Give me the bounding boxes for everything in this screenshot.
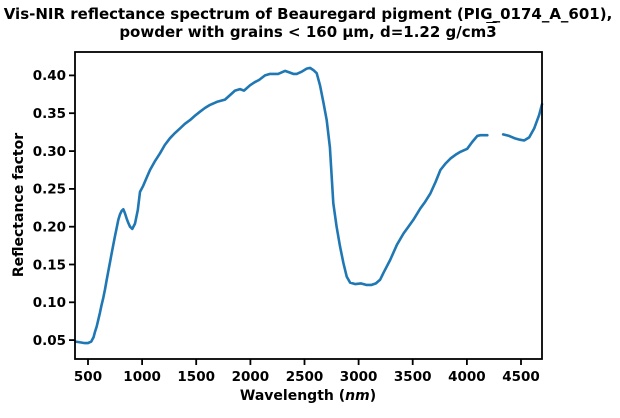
reflectance-curve [74,66,489,345]
x-tick-label: 2000 [232,369,270,385]
x-tick-label: 1500 [177,369,215,385]
y-tick-label: 0.20 [33,220,66,236]
y-tick-label: 0.05 [33,333,66,349]
y-tick-label: 0.40 [33,68,66,84]
x-tick-label: 3500 [394,369,432,385]
y-tick-label: 0.25 [33,182,66,198]
overlined-exponent: 3 [486,23,497,41]
x-tick-label: 500 [74,369,102,385]
x-axis-label: Wavelength (nm) [239,388,377,404]
x-tick-label: 1000 [123,369,161,385]
x-tick-label: 2500 [286,369,324,385]
x-tick-label: 4000 [448,369,486,385]
chart-title: Vis-NIR reflectance spectrum of Beaurega… [4,5,613,41]
x-tick-label: 4500 [502,369,540,385]
reflectance-curve [501,102,544,142]
chart-title-line2: powder with grains < 160 μm, d=1.22 g/cm… [119,23,497,41]
y-tick-label: 0.35 [33,106,66,122]
chart-title-line1: Vis-NIR reflectance spectrum of Beaurega… [3,5,613,23]
y-tick-label: 0.30 [33,144,66,160]
x-tick-label: 3000 [340,369,378,385]
y-tick-label: 0.15 [33,257,66,273]
y-axis-label: Reflectance factor [11,132,27,278]
plot-frame [74,51,543,360]
y-tick-label: 0.10 [33,295,66,311]
